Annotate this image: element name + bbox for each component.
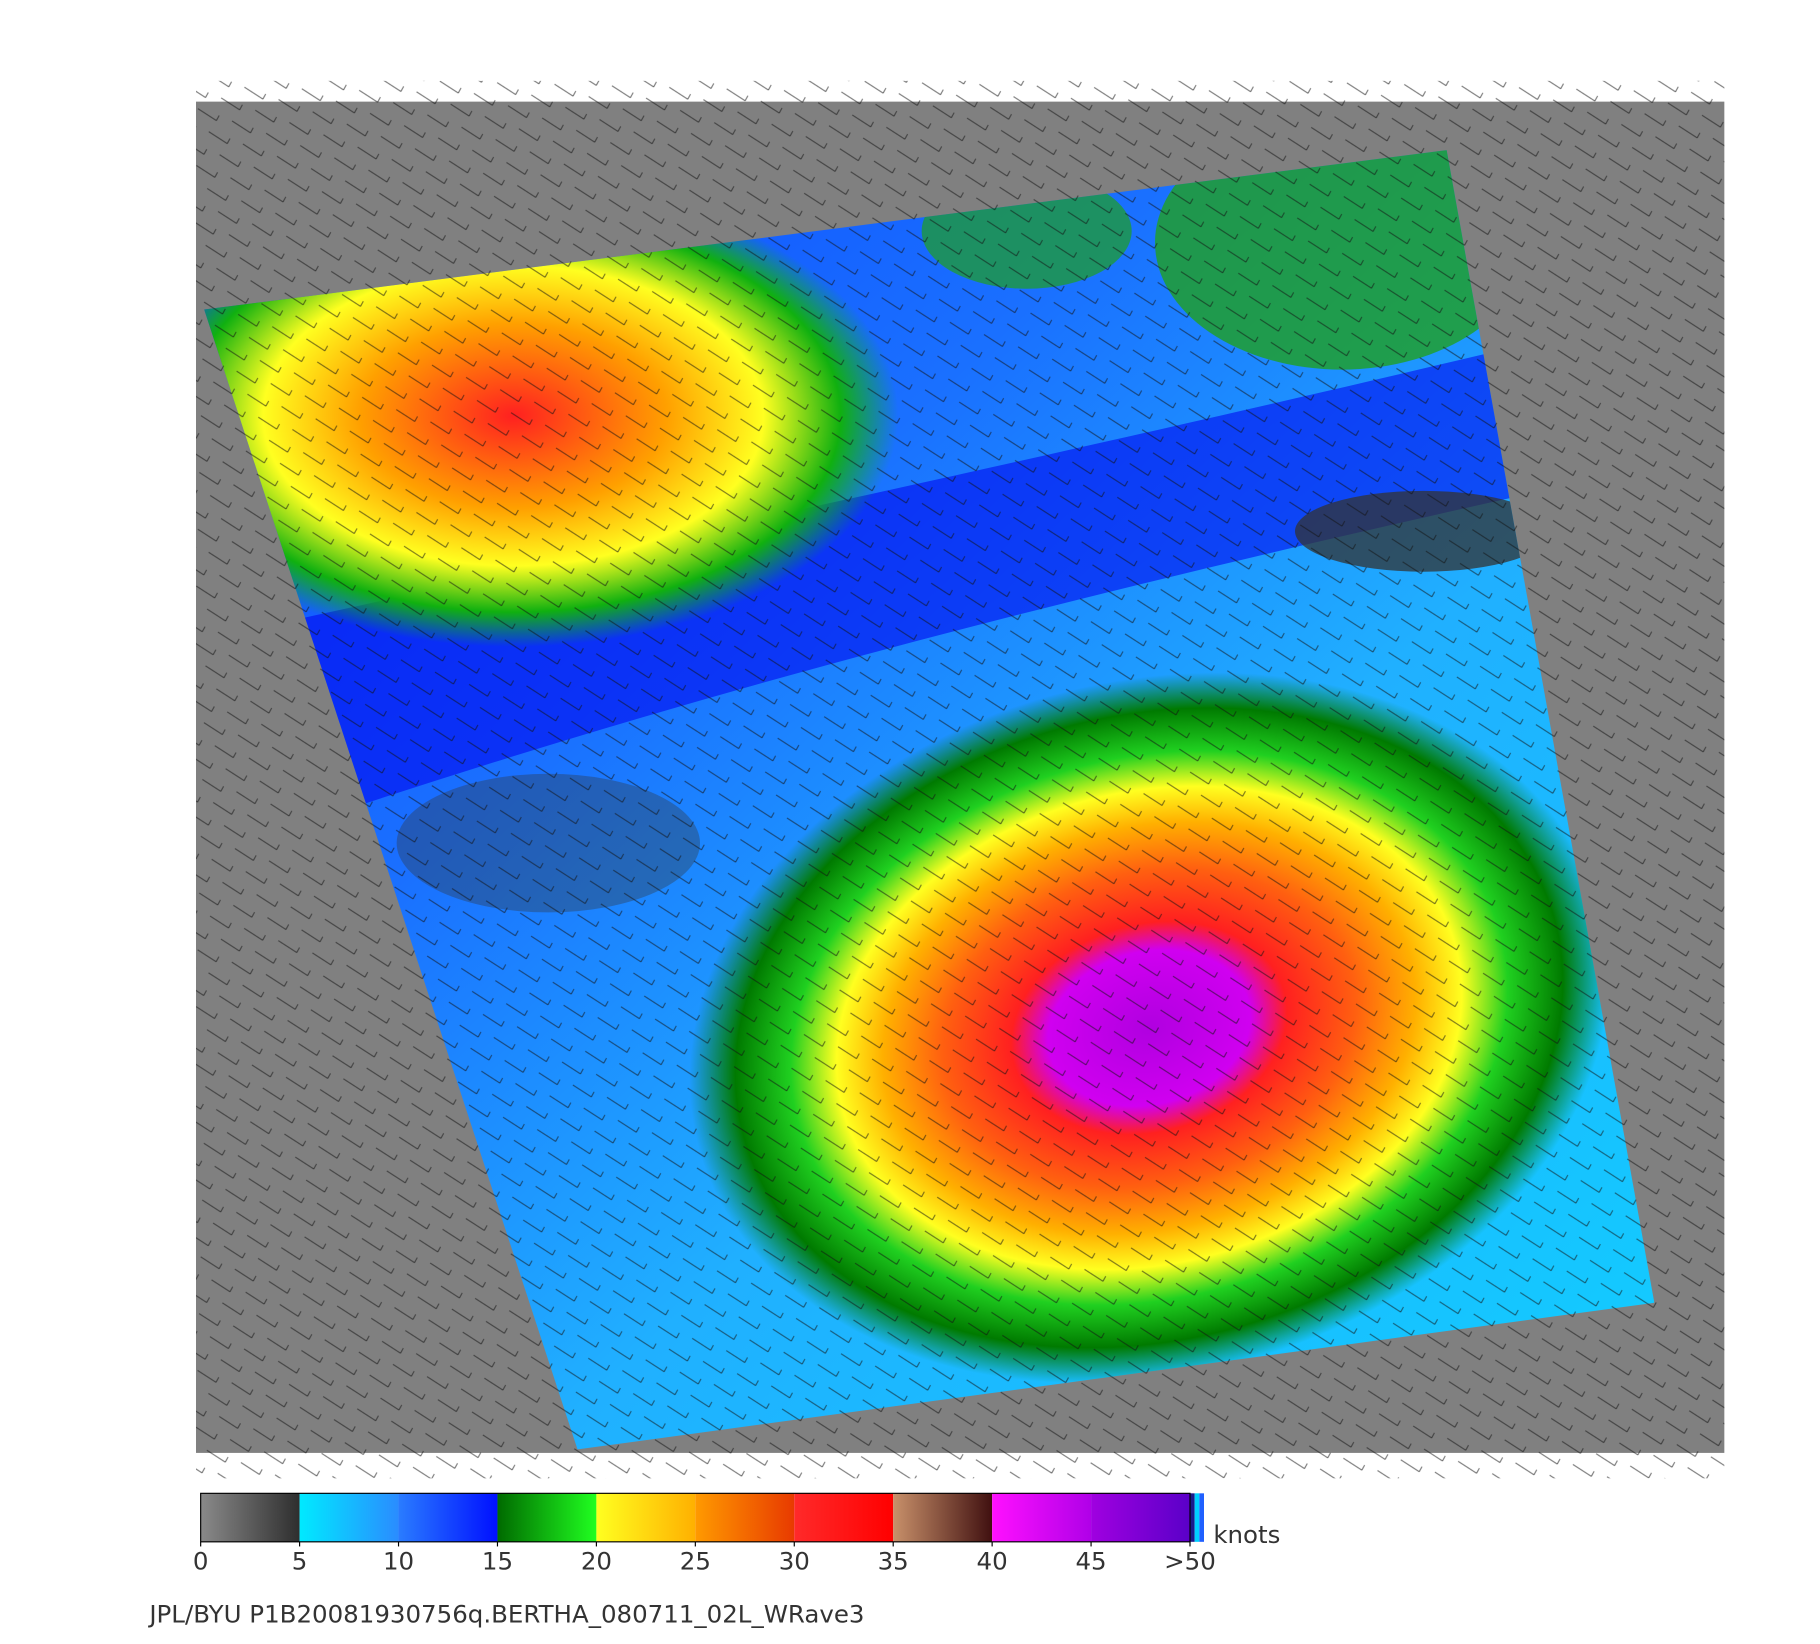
colorbar-segment bbox=[1091, 1493, 1190, 1542]
footer: JPL/BYU P1B20081930756q.BERTHA_080711_02… bbox=[147, 1600, 864, 1629]
swath bbox=[204, 150, 1655, 1450]
colorbar: 0 5 10 15 20 25 30 35 40 45 >50 bbox=[193, 1492, 1216, 1576]
colorbar-segment bbox=[200, 1493, 300, 1542]
colorbar-segment bbox=[299, 1493, 399, 1542]
colorbar-segment bbox=[398, 1493, 498, 1542]
colorbar-tick-label: 30 bbox=[779, 1547, 810, 1576]
colorbar-tick-label: 15 bbox=[482, 1547, 513, 1576]
colorbar-segment bbox=[794, 1493, 894, 1542]
colorbar-segment bbox=[893, 1493, 993, 1542]
colorbar-tick-label: 35 bbox=[878, 1547, 909, 1576]
colorbar-tick-label: 40 bbox=[977, 1547, 1008, 1576]
colorbar-tick-label: 45 bbox=[1075, 1547, 1106, 1576]
colorbar-tick-label: >50 bbox=[1164, 1547, 1216, 1576]
colorbar-end bbox=[1190, 1493, 1195, 1542]
colorbar-tick-label: 20 bbox=[581, 1547, 612, 1576]
colorbar-segment bbox=[992, 1493, 1092, 1542]
colorbar-end bbox=[1194, 1493, 1200, 1542]
colorbar-tick-label: 0 bbox=[193, 1547, 209, 1576]
colorbar-tick-label: 10 bbox=[383, 1547, 414, 1576]
colorbar-segment bbox=[695, 1493, 795, 1542]
colorbar-unit: knots bbox=[1213, 1520, 1280, 1549]
colorbar-end bbox=[1199, 1493, 1204, 1542]
colorbar-tick-label: 25 bbox=[680, 1547, 711, 1576]
colorbar-segment bbox=[596, 1493, 696, 1542]
colorbar-segment bbox=[497, 1493, 597, 1542]
colorbar-tick-label: 5 bbox=[292, 1547, 308, 1576]
